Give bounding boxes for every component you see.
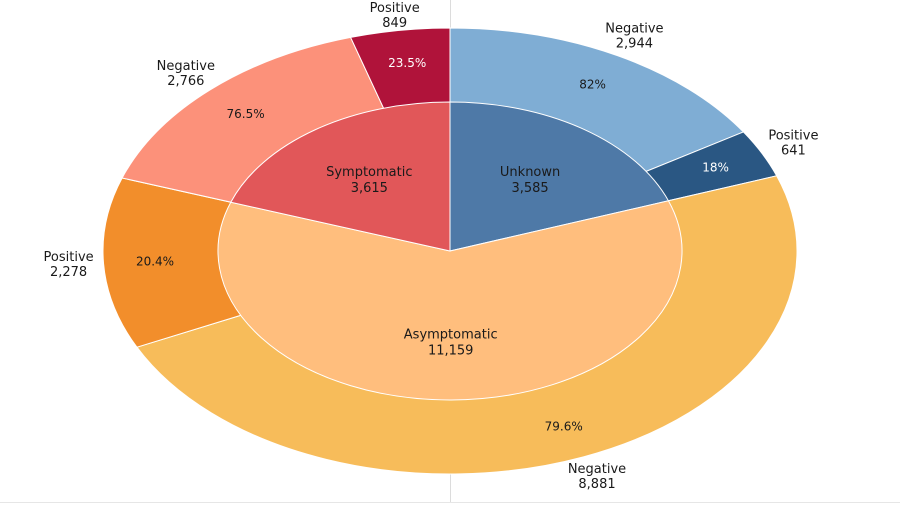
inner-ring <box>217 101 683 401</box>
outer-pct-symptomatic-negative: 76.5% <box>227 107 265 121</box>
inner-label-symptomatic-value: 3,615 <box>351 181 388 196</box>
outer-pct-asymptomatic-negative: 79.6% <box>545 419 583 433</box>
outer-label-unknown-positive-value: 641 <box>781 144 806 159</box>
inner-label-asymptomatic-value: 11,159 <box>428 343 474 358</box>
inner-label-asymptomatic-name: Asymptomatic <box>404 327 498 342</box>
inner-label-unknown-value: 3,585 <box>511 181 548 196</box>
inner-label-symptomatic-name: Symptomatic <box>326 165 412 180</box>
outer-label-unknown-negative-value: 2,944 <box>616 36 653 51</box>
outer-label-symptomatic-negative-value: 2,766 <box>167 74 204 89</box>
inner-slice-symptomatic[interactable] <box>230 101 451 252</box>
inner-slice-asymptomatic[interactable] <box>217 200 683 401</box>
inner-slice-unknown[interactable] <box>449 101 670 252</box>
outer-label-asymptomatic-negative-name: Negative <box>568 462 626 477</box>
outer-label-asymptomatic-positive-value: 2,278 <box>50 265 87 280</box>
outer-label-unknown-negative-name: Negative <box>605 21 663 36</box>
outer-pct-symptomatic-positive: 23.5% <box>388 56 426 70</box>
outer-label-unknown-positive-name: Positive <box>768 129 818 144</box>
outer-label-asymptomatic-negative-value: 8,881 <box>578 477 615 492</box>
outer-label-symptomatic-positive-name: Positive <box>370 1 420 16</box>
outer-label-asymptomatic-positive-name: Positive <box>44 250 94 265</box>
outer-pct-asymptomatic-positive: 20.4% <box>136 255 174 269</box>
outer-label-symptomatic-positive-value: 849 <box>382 16 407 31</box>
outer-label-symptomatic-negative-name: Negative <box>157 59 215 74</box>
outer-pct-unknown-positive: 18% <box>702 161 729 175</box>
frame-bottom-border <box>0 502 900 503</box>
inner-label-unknown-name: Unknown <box>500 165 560 180</box>
outer-pct-unknown-negative: 82% <box>579 78 606 92</box>
